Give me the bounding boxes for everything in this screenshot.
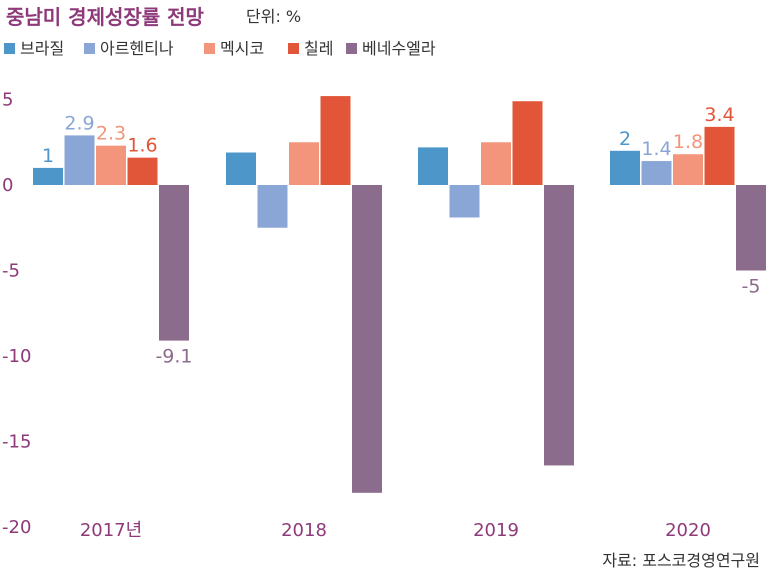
data-label: 1.6 <box>127 135 157 157</box>
bar-3-3 <box>704 126 735 185</box>
data-label: 1.8 <box>673 131 703 153</box>
legend-label-4: 베네수엘라 <box>362 39 436 58</box>
data-label: 2.3 <box>96 123 126 145</box>
bar-3-1 <box>641 161 672 185</box>
bar-0-1 <box>64 135 95 185</box>
data-label: -9.1 <box>155 346 192 368</box>
legend-label-3: 칠레 <box>304 39 333 58</box>
data-label: 1 <box>42 145 54 167</box>
data-label: 3.4 <box>704 104 734 126</box>
bar-0-0 <box>33 167 63 185</box>
bar-2-1 <box>449 185 480 218</box>
bar-3-4 <box>736 185 766 271</box>
bar-3-2 <box>673 154 703 185</box>
y-tick-label: -5 <box>2 261 20 282</box>
y-tick-label: 5 <box>2 90 13 111</box>
data-label: 2.9 <box>64 112 94 134</box>
y-tick-label: -15 <box>2 432 31 453</box>
y-axis-ticks: 5 0 -5 -10 -15 -20 <box>2 90 31 539</box>
bar-1-3 <box>320 96 351 185</box>
bar-2-4 <box>544 185 574 466</box>
legend-swatch-4 <box>346 43 357 54</box>
bar-1-0 <box>226 152 256 185</box>
bar-1-2 <box>289 142 319 185</box>
legend-label-0: 브라질 <box>20 39 64 58</box>
legend-label-1: 아르헨티나 <box>100 39 174 58</box>
bar-3-0 <box>610 150 640 185</box>
chart-title: 중남미 경제성장률 전망 <box>6 5 205 29</box>
bar-2-2 <box>481 142 511 185</box>
bar-0-3 <box>127 157 158 185</box>
unit-label: 단위: % <box>246 7 301 26</box>
x-tick-label: 2017년 <box>80 520 142 541</box>
bar-1-4 <box>352 185 382 493</box>
y-tick-label: -10 <box>2 346 31 367</box>
legend-swatch-3 <box>288 43 299 54</box>
legend-swatch-0 <box>4 43 15 54</box>
x-tick-label: 2018 <box>281 520 327 541</box>
y-tick-label: -20 <box>2 517 31 538</box>
bar-2-0 <box>418 147 448 185</box>
source-note: 자료: 포스코경영연구원 <box>602 551 760 570</box>
bar-0-2 <box>96 145 126 185</box>
bar-2-3 <box>512 101 543 185</box>
x-tick-label: 2019 <box>473 520 519 541</box>
data-labels: 1 2.9 2.31.6 -9.1 2 1.4 1.83.4 -5 <box>42 104 761 368</box>
x-tick-label: 2020 <box>665 520 711 541</box>
x-axis-ticks: 2017년 2018 2019 2020 <box>80 520 711 541</box>
data-label: -5 <box>742 276 761 298</box>
y-tick-label: 0 <box>2 175 13 196</box>
bars <box>33 96 766 493</box>
bar-0-4 <box>159 185 189 341</box>
data-label: 1.4 <box>641 138 671 160</box>
legend-swatch-2 <box>204 43 215 54</box>
legend-label-2: 멕시코 <box>220 39 264 58</box>
data-label: 2 <box>619 128 631 150</box>
bar-1-1 <box>257 185 288 228</box>
legend: 브라질 아르헨티나 멕시코 칠레 베네수엘라 <box>4 39 436 58</box>
legend-swatch-1 <box>84 43 95 54</box>
